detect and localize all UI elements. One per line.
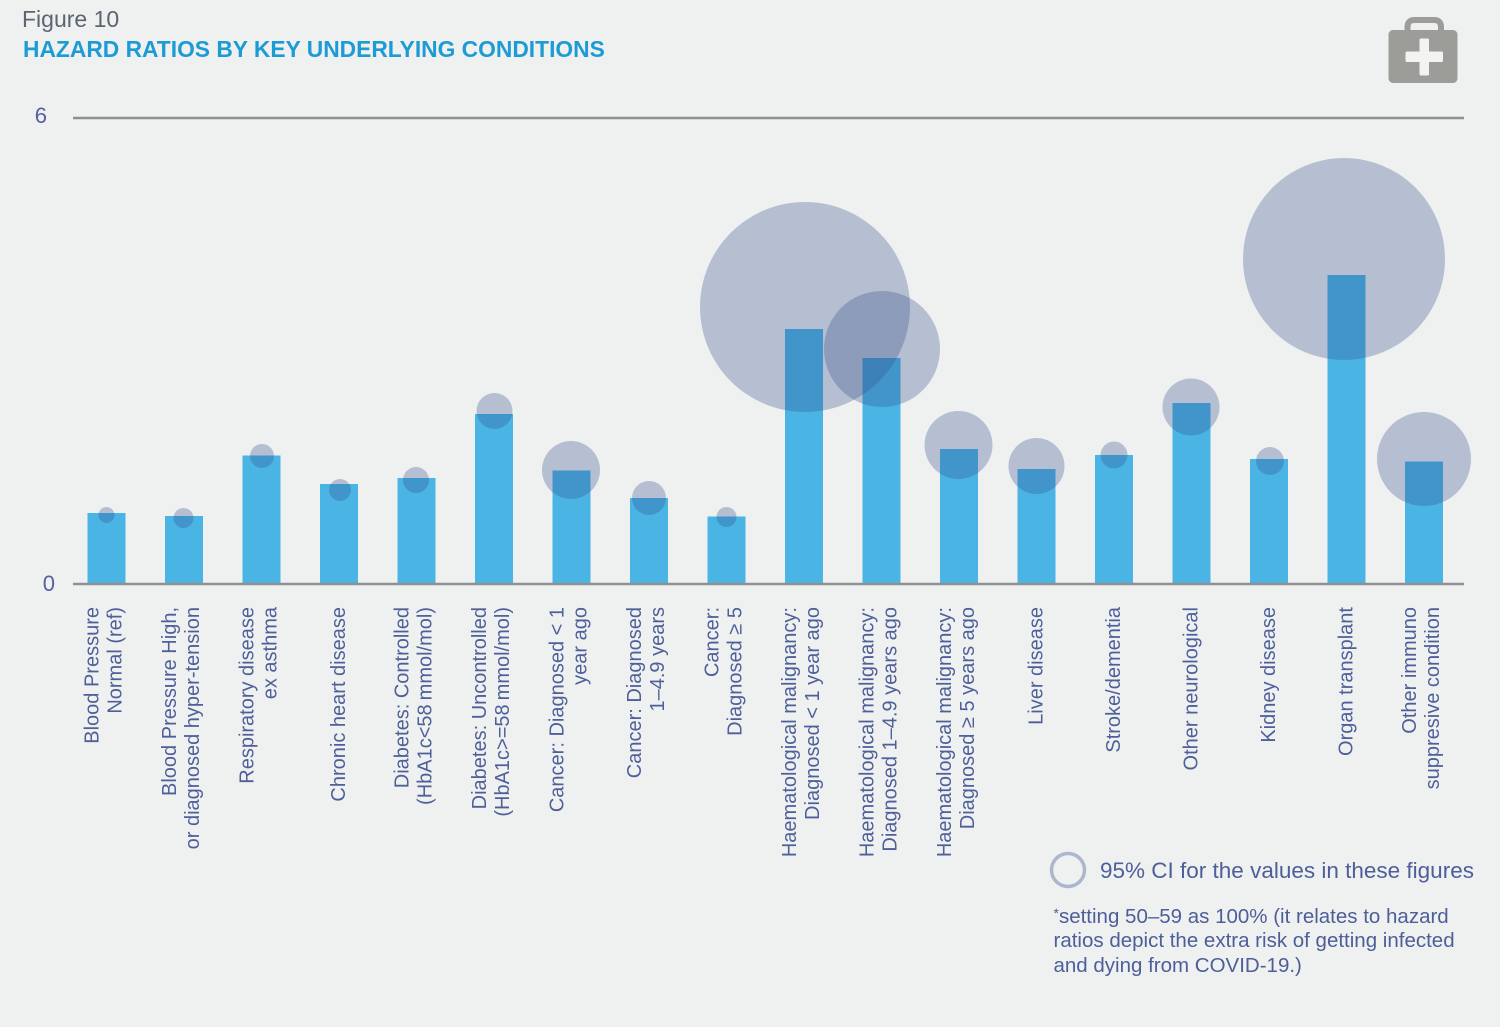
svg-text:6: 6 [35,103,47,128]
svg-text:Blood Pressure High,: Blood Pressure High, [159,607,181,796]
svg-text:Haematological malignancy:: Haematological malignancy: [857,607,879,857]
svg-text:Diagnosed ≥ 5: Diagnosed ≥ 5 [725,607,747,736]
svg-text:(HbA1c<58 mmol/mol): (HbA1c<58 mmol/mol) [415,607,437,805]
svg-text:Respiratory disease: Respiratory disease [237,607,259,784]
svg-text:Kidney disease: Kidney disease [1258,607,1280,743]
svg-text:(HbA1c>=58 mmol/mol): (HbA1c>=58 mmol/mol) [492,607,514,817]
svg-text:Stroke/dementia: Stroke/dementia [1103,606,1125,753]
svg-text:Chronic heart disease: Chronic heart disease [328,607,350,802]
svg-text:Cancer: Diagnosed: Cancer: Diagnosed [624,607,646,778]
svg-text:ex asthma: ex asthma [260,606,282,699]
svg-text:1–4.9 years: 1–4.9 years [647,607,669,712]
svg-text:Cancer:: Cancer: [702,607,724,677]
svg-text:Haematological malignancy:: Haematological malignancy: [779,607,801,857]
svg-text:Liver disease: Liver disease [1026,607,1048,725]
svg-text:suppresive condition: suppresive condition [1422,607,1444,789]
svg-text:Organ transplant: Organ transplant [1336,607,1358,756]
svg-text:Diabetes: Uncontrolled: Diabetes: Uncontrolled [469,607,491,809]
svg-text:Blood Pressure: Blood Pressure [82,607,104,744]
svg-text:Diagnosed ≥ 5 years ago: Diagnosed ≥ 5 years ago [957,607,979,829]
svg-text:Other immuno: Other immuno [1399,607,1421,734]
svg-text:0: 0 [43,571,55,596]
svg-text:Diagnosed < 1 year ago: Diagnosed < 1 year ago [802,607,824,820]
svg-text:Haematological malignancy:: Haematological malignancy: [934,607,956,857]
svg-text:or diagnosed hyper-tension: or diagnosed hyper-tension [182,607,204,849]
svg-text:Diagnosed 1–4.9 years ago: Diagnosed 1–4.9 years ago [880,607,902,852]
svg-text:Diabetes: Controlled: Diabetes: Controlled [392,607,414,788]
svg-text:year ago: year ago [570,607,592,685]
svg-text:Normal (ref): Normal (ref) [105,607,127,714]
svg-text:Cancer: Diagnosed < 1: Cancer: Diagnosed < 1 [547,607,569,812]
svg-text:Other neurological: Other neurological [1181,607,1203,770]
